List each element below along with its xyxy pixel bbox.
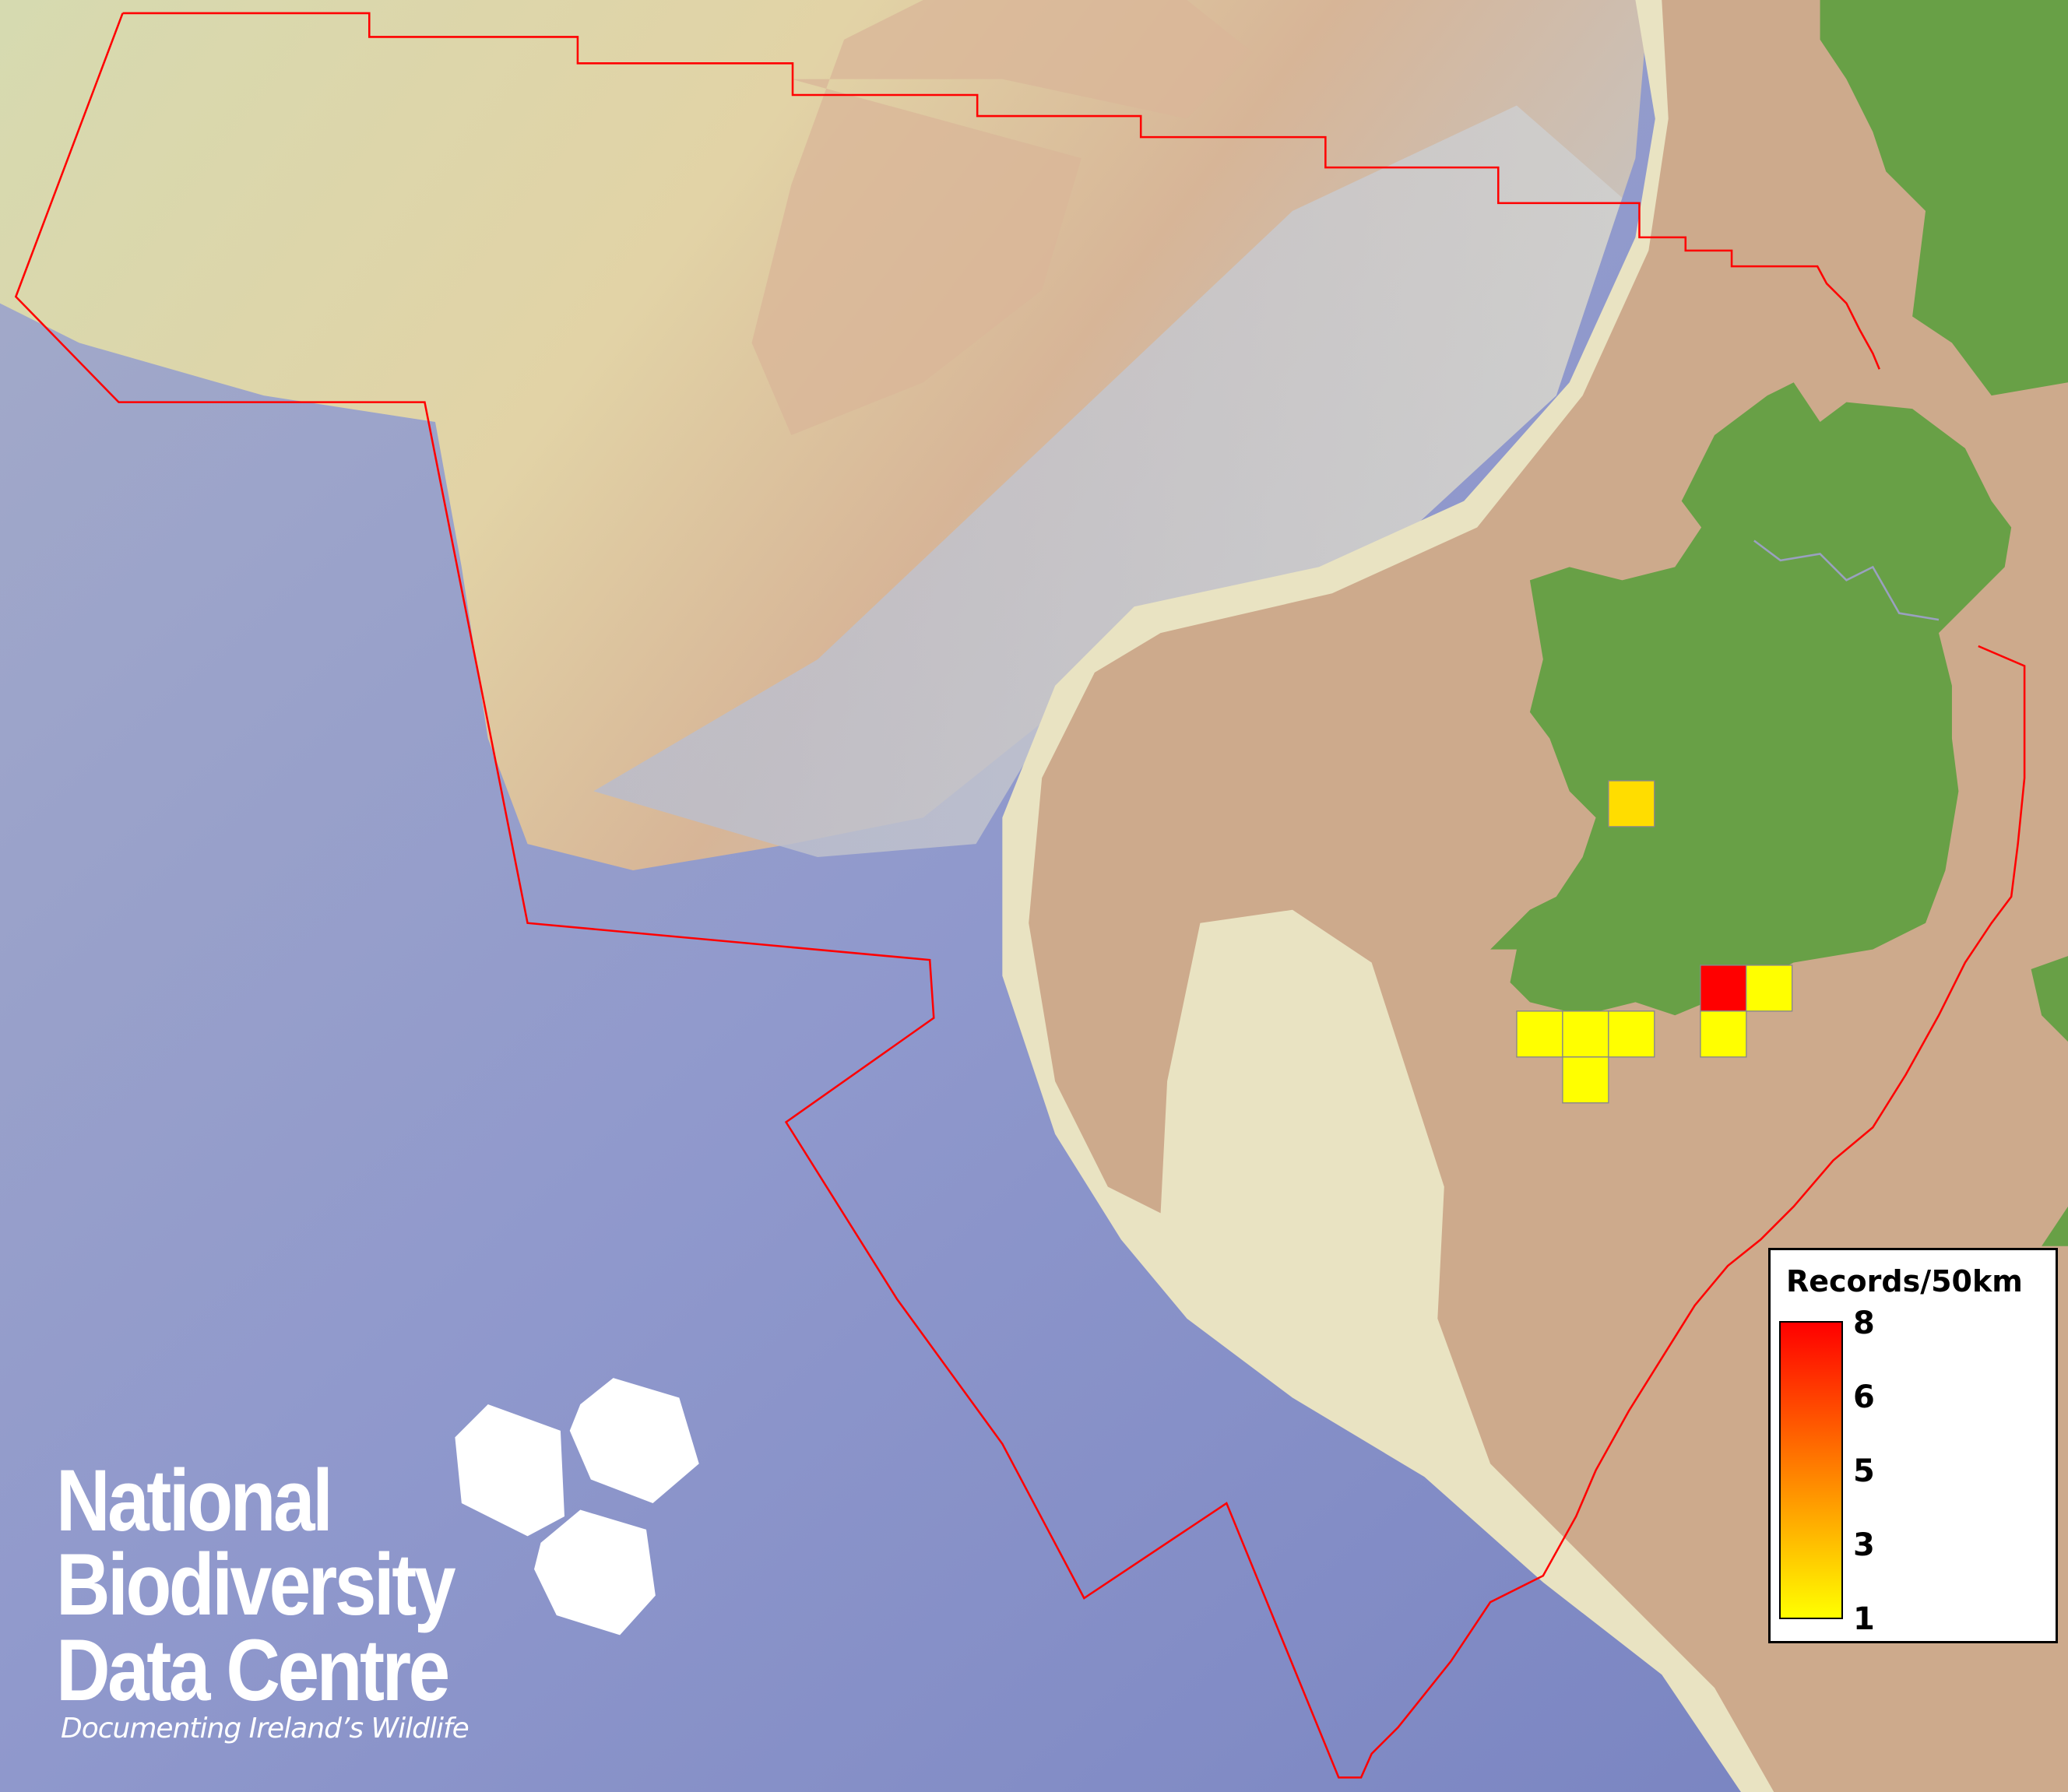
eez-boundary-west [14,12,2026,1779]
legend: Records/50km 8 6 5 3 1 [1768,1248,2058,1643]
record-cells [1516,780,1793,1104]
upper-shelf-tan [751,0,1254,435]
record-cell [1700,1010,1747,1058]
legend-label-5: 5 [1853,1453,1875,1489]
ni-border [1753,539,1940,621]
record-cell [1746,965,1793,1012]
legend-label-3: 3 [1853,1527,1875,1563]
cornwall-land [2042,1206,2068,1246]
record-cell [1608,1010,1655,1058]
legend-label-1: 1 [1853,1601,1875,1637]
continental-shelf-upper [0,0,1649,870]
seahorse-icon [534,1509,656,1636]
butterfly-icon [569,1378,699,1504]
legend-title: Records/50km [1786,1264,2023,1298]
logo-tagline: Documenting Ireland’s Wildlife [61,1713,470,1745]
record-cell [1700,965,1747,1012]
record-cell [1608,780,1655,827]
record-cell [1562,1056,1609,1104]
ireland-land [1490,382,2012,1016]
record-cell [1562,1010,1609,1058]
legend-label-8: 8 [1853,1305,1875,1341]
logo-line-biodiversity: Biodiversity [56,1536,456,1633]
record-cell [1516,1010,1563,1058]
eez-boundary-north [122,12,1880,370]
logo-line-data-centre: Data Centre [56,1622,450,1719]
plant-icon [455,1404,564,1537]
slope-region [593,105,1623,858]
logo-line-national: National [56,1452,333,1549]
wales-land [2031,956,2068,1042]
britain-land [1820,0,2068,396]
legend-color-bar [1779,1321,1843,1619]
legend-label-6: 6 [1853,1379,1875,1415]
logo-emblem [455,1378,699,1636]
